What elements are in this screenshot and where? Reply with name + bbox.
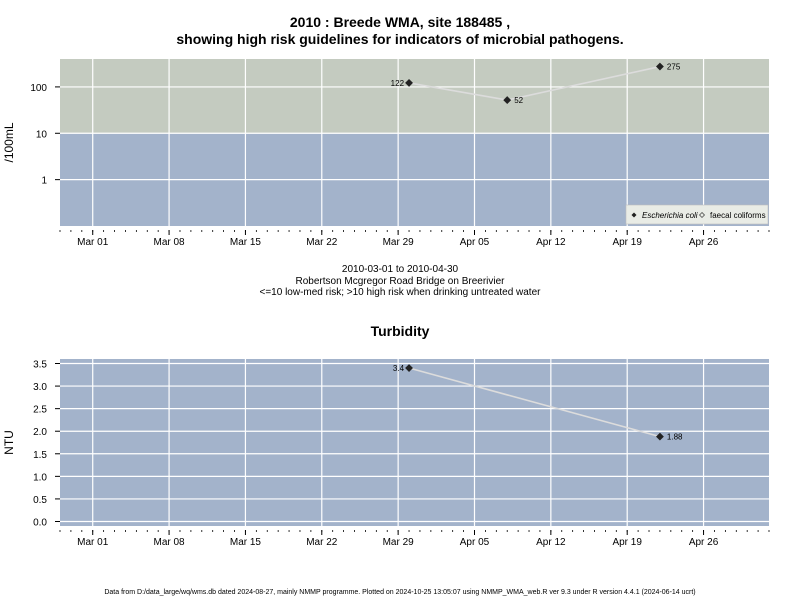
data-point bbox=[405, 78, 413, 87]
y-tick-label: 1.0 bbox=[33, 472, 47, 483]
data-label: 122 bbox=[391, 79, 405, 88]
x-tick-label: Mar 29 bbox=[383, 537, 415, 548]
y-tick-label: 10 bbox=[36, 129, 48, 140]
chart-panel-2: Mar 01 Mar 08 Mar 15 Mar 22 Mar 29 Apr 05 Apr … bbox=[2, 359, 770, 548]
x-tick-label: Mar 01 bbox=[77, 537, 109, 548]
legend-marker-open bbox=[699, 212, 705, 218]
x-tick-label: Apr 05 bbox=[460, 237, 490, 248]
legend-marker-filled bbox=[631, 212, 637, 218]
y-tick-label: 2.5 bbox=[33, 405, 47, 416]
legend-label-faecal: faecal coliforms bbox=[710, 211, 766, 220]
y-tick-label: 1.5 bbox=[33, 450, 47, 461]
data-point bbox=[503, 96, 512, 105]
x-tick-label: Mar 08 bbox=[154, 537, 186, 548]
x-tick-label: Mar 22 bbox=[306, 537, 338, 548]
data-label: 3.4 bbox=[393, 364, 405, 373]
x-tick-label: Mar 22 bbox=[306, 237, 338, 248]
risk-band-high bbox=[60, 59, 769, 134]
data-point bbox=[405, 364, 413, 372]
data-label: 275 bbox=[667, 63, 681, 72]
x-tick-label: Apr 19 bbox=[612, 537, 642, 548]
x-tick-label: Apr 26 bbox=[689, 237, 719, 248]
chart-title-line-1: 2010 : Breede WMA, site 188485 , bbox=[289, 14, 511, 30]
turbidity-title: Turbidity bbox=[370, 323, 430, 339]
data-source-footer: Data from D:/data_large/wq/wms.db dated … bbox=[104, 589, 696, 596]
legend: Escherichia coli faecal coliforms bbox=[625, 204, 769, 225]
y-tick-label: 100 bbox=[30, 83, 47, 94]
x-tick-label: Mar 15 bbox=[230, 537, 262, 548]
y-tick-label: 3.0 bbox=[33, 382, 47, 393]
chart-title-line-2: showing high risk guidelines for indicat… bbox=[176, 31, 624, 47]
x-tick-label: Apr 12 bbox=[536, 537, 566, 548]
x-tick-label: Apr 12 bbox=[536, 237, 566, 248]
data-label: 1.88 bbox=[667, 433, 683, 442]
x-tick-label: Mar 29 bbox=[383, 237, 415, 248]
x-tick-label: Mar 08 bbox=[154, 237, 186, 248]
x-tick-label: Apr 05 bbox=[460, 537, 490, 548]
risk-guideline-note: <=10 low-med risk; >10 high risk when dr… bbox=[259, 287, 541, 298]
legend-box bbox=[625, 204, 769, 225]
y-tick-label: 0.0 bbox=[33, 517, 47, 528]
y-tick-label: 2.0 bbox=[33, 427, 47, 438]
chart-panel-1: Mar 01 Mar 08 Mar 15 Mar 22 Mar 29 Apr 05 Apr … bbox=[2, 59, 770, 248]
data-point bbox=[655, 432, 664, 441]
legend-label-ecoli: Escherichia coli bbox=[642, 211, 698, 220]
y-axis-label: NTU bbox=[2, 430, 16, 455]
data-point bbox=[655, 62, 664, 71]
y-tick-label: 3.5 bbox=[33, 360, 47, 371]
date-range-note: 2010-03-01 to 2010-04-30 bbox=[341, 264, 459, 275]
x-tick-label: Apr 19 bbox=[612, 237, 642, 248]
series-line bbox=[408, 367, 661, 438]
data-label: 52 bbox=[514, 96, 523, 105]
plot-background bbox=[60, 359, 769, 526]
x-tick-label: Mar 01 bbox=[77, 237, 109, 248]
y-tick-label: 0.5 bbox=[33, 495, 47, 506]
y-tick-label: 1 bbox=[41, 176, 47, 187]
x-tick-label: Mar 15 bbox=[230, 237, 262, 248]
x-tick-label: Apr 26 bbox=[689, 537, 719, 548]
site-name-note: Robertson Mcgregor Road Bridge on Breeri… bbox=[295, 276, 505, 287]
y-axis-label: /100mL bbox=[2, 122, 16, 162]
